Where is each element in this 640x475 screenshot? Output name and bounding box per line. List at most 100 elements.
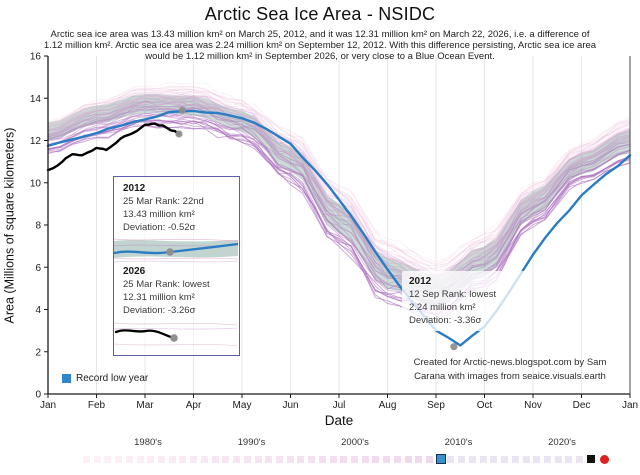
year-marker-current [586,455,595,463]
credit-line-1: Created for Arctic-news.blogspot.com by … [413,357,607,368]
credit-line-2: Carana with images from seaice.visuals.e… [414,370,606,382]
annotation-2026-rank: 25 Mar Rank: lowest [123,279,210,290]
y-tick-label: 10 [30,178,42,189]
year-marker [190,456,198,463]
year-marker [179,456,187,463]
year-marker [211,456,219,463]
background-year-line [47,86,631,272]
mini-bg-line [114,257,238,260]
page-title: Arctic Sea Ice Area - NSIDC [204,4,436,24]
background-year-line [47,105,631,298]
background-year-line [47,86,631,266]
year-marker [297,456,305,463]
year-marker [308,456,316,463]
annotation-2012-deviation: Deviation: -0.52σ [123,222,196,233]
legend-record-low: Record low year [62,373,148,384]
annotation-2026-year: 2026 [123,266,146,277]
mini-chart-2012 [114,238,238,263]
x-tick-label: Jan [40,400,56,411]
background-year-line [47,85,631,265]
y-axis-label: Area (Millions of square kilometers) [2,127,17,324]
mini-marker-dot [166,248,174,256]
background-year-line [47,94,631,276]
mini-chart-2026 [114,322,238,347]
stddev-band [48,94,630,308]
mini-2026-line [114,329,176,340]
year-marker [243,456,251,463]
x-tick-label: Nov [524,400,542,411]
year-marker [511,456,519,463]
year-marker [168,456,176,463]
background-year-line [47,88,631,270]
year-marker [275,456,283,463]
credit-text: Created for Arctic-news.blogspot.com by … [393,356,627,383]
year-marker [383,456,391,463]
year-marker [136,456,144,463]
background-year-line [47,106,631,294]
year-marker [200,456,208,463]
year-marker [490,456,498,463]
annotation-sep-area: 2.24 million km² [409,302,476,313]
decade-label: 1990's [237,437,266,448]
mini-bg-line [114,343,238,347]
mini-band [114,240,238,258]
year-marker [222,456,230,463]
background-year-line [47,119,631,315]
y-tick-label: 2 [35,347,41,358]
mini-marker-dot [170,334,178,342]
year-marker [533,456,541,463]
chart-subtitle: Arctic sea ice area was 13.43 million km… [43,29,597,62]
year-marker [361,456,369,463]
year-marker [83,456,90,463]
background-year-line [47,95,631,280]
y-tick-label: 6 [35,263,41,274]
x-tick-label: Jan [622,400,638,411]
background-year-line [47,114,631,303]
x-tick-label: May [233,400,252,411]
year-marker [576,456,584,463]
x-tick-label: Aug [379,400,397,411]
end-marker-red-circle [599,455,609,464]
annotation-september-2012: 2012 12 Sep Rank: lowest 2.24 million km… [402,271,526,331]
annotation-2026-area: 12.31 million km² [123,292,195,303]
year-marker [115,456,123,463]
annotation-sep-deviation: Deviation: -3.36σ [409,315,482,326]
year-marker [340,456,348,463]
year-marker [147,456,155,463]
year-marker [93,456,101,463]
background-year-line [47,107,631,297]
decade-label: 1980's [134,437,162,448]
background-year-line [47,101,631,288]
x-tick-label: Oct [477,400,493,411]
x-tick-label: Feb [88,400,106,411]
background-year-line [47,103,631,292]
decade-label: 2010's [444,437,473,448]
annotation-2012-rank: 25 Mar Rank: 22nd [123,196,204,207]
background-year-line [47,113,631,305]
annotation-2026-deviation: Deviation: -3.26σ [123,305,196,316]
x-axis-label: Date [324,413,354,428]
mini-bg-line [114,260,238,263]
legend-label: Record low year [76,373,149,384]
year-marker [265,456,273,463]
year-marker [479,456,487,463]
annotation-sep-year: 2012 [409,276,432,287]
year-marker [351,456,358,463]
x-tick-label: Jul [333,400,346,411]
background-year-line [47,99,631,285]
mini-2012-line [114,242,238,255]
year-marker [415,456,423,463]
background-year-line [47,91,631,280]
year-marker [318,456,326,463]
background-year-line [47,89,631,276]
year-marker [404,456,412,463]
year-marker [158,456,166,463]
x-tick-label: Apr [186,400,202,411]
year-marker [447,456,455,463]
y-tick-label: 16 [30,52,42,63]
year-marker [468,456,476,463]
year-marker-record-low [436,455,445,463]
background-year-line [47,99,631,290]
